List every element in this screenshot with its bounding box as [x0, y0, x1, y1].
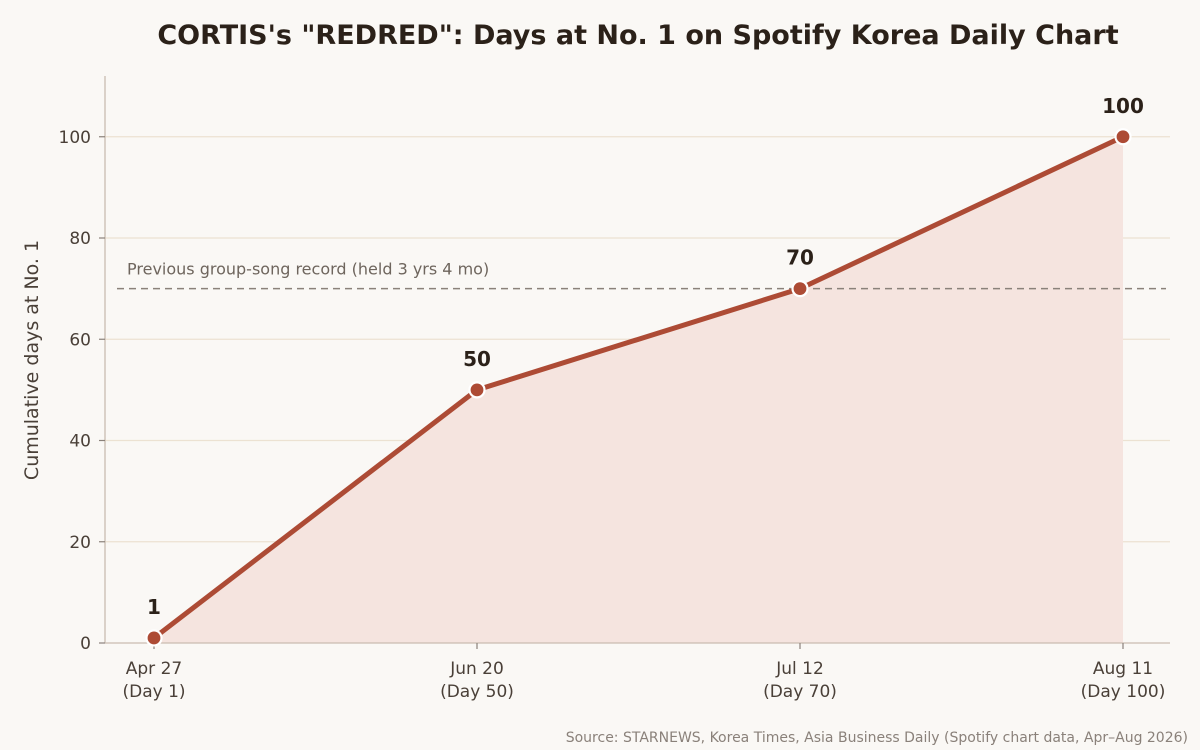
series-line [151, 134, 1126, 641]
chart-title: CORTIS's "REDRED": Days at No. 1 on Spot… [157, 20, 1118, 51]
data-point [468, 381, 486, 399]
data-label: 100 [1102, 94, 1144, 118]
area-fill [154, 136, 1123, 643]
x-tick-label: Jul 12 [775, 659, 824, 679]
x-tick-label: Apr 27 [126, 659, 182, 679]
y-tick-label: 60 [69, 330, 91, 350]
x-tick-label: Jun 20 [449, 659, 504, 679]
x-tick-sublabel: (Day 100) [1081, 682, 1166, 702]
tick-labels: 0 20 40 60 80 100 Apr 27 (Day 1) Jun 20 (Day 50) J… [59, 128, 1166, 702]
x-tick-sublabel: (Day 70) [763, 682, 837, 702]
data-label: 70 [786, 246, 814, 270]
y-tick-label: 40 [69, 432, 91, 452]
data-point [145, 629, 163, 647]
x-tick-label: Aug 11 [1093, 659, 1153, 679]
axes [99, 76, 1170, 649]
data-points: 1 50 70 100 [145, 94, 1144, 647]
data-label: 1 [147, 595, 161, 619]
y-tick-label: 80 [69, 229, 91, 249]
source-note: Source: STARNEWS, Korea Times, Asia Busi… [566, 730, 1188, 746]
data-label: 50 [463, 347, 491, 371]
x-tick-sublabel: (Day 50) [440, 682, 514, 702]
reference-line-label: Previous group-song record (held 3 yrs 4… [127, 260, 489, 279]
x-tick-sublabel: (Day 1) [122, 682, 185, 702]
data-point [791, 280, 809, 298]
y-tick-label: 0 [80, 634, 91, 654]
y-tick-label: 100 [59, 128, 91, 148]
y-tick-label: 20 [69, 533, 91, 553]
y-axis-label: Cumulative days at No. 1 [21, 240, 43, 480]
data-point [1114, 128, 1132, 146]
